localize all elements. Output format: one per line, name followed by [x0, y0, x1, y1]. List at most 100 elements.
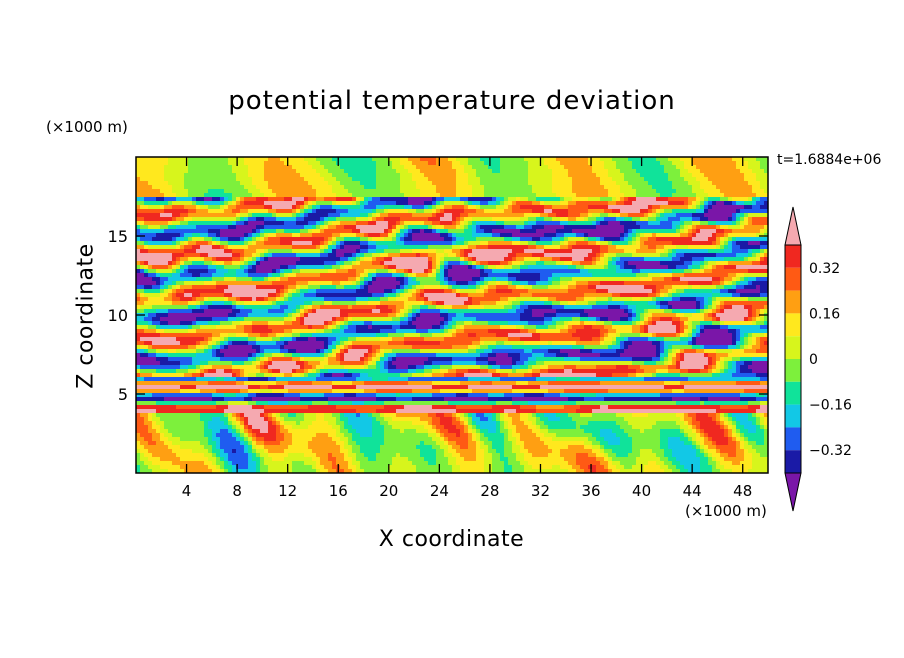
field-cell — [196, 221, 201, 226]
field-cell — [420, 221, 425, 226]
field-cell — [616, 221, 621, 226]
field-cell — [492, 241, 497, 246]
field-cell — [612, 229, 617, 234]
field-cell — [412, 169, 417, 174]
field-cell — [696, 257, 701, 262]
field-cell — [144, 221, 149, 226]
field-cell — [160, 245, 165, 250]
field-cell — [616, 185, 621, 190]
field-cell — [200, 185, 205, 190]
field-cell — [264, 169, 269, 174]
field-cell — [328, 185, 333, 190]
field-cell — [324, 209, 329, 214]
field-cell — [476, 281, 481, 286]
field-cell — [328, 265, 333, 270]
field-cell — [344, 269, 349, 274]
field-cell — [428, 241, 433, 246]
field-cell — [184, 253, 189, 258]
field-cell — [612, 213, 617, 218]
field-cell — [156, 273, 161, 278]
field-cell — [556, 213, 561, 218]
field-cell — [424, 225, 429, 230]
field-cell — [712, 193, 717, 198]
field-cell — [208, 265, 213, 270]
field-cell — [652, 193, 657, 198]
field-cell — [604, 213, 609, 218]
field-cell — [760, 261, 765, 266]
field-cell — [492, 257, 497, 262]
field-cell — [188, 269, 193, 274]
field-cell — [512, 225, 517, 230]
field-cell — [428, 261, 433, 266]
field-cell — [404, 261, 409, 266]
field-cell — [600, 205, 605, 210]
field-cell — [756, 229, 761, 234]
field-cell — [320, 257, 325, 262]
field-cell — [404, 233, 409, 238]
field-cell — [588, 161, 593, 166]
field-cell — [308, 277, 313, 282]
field-cell — [148, 177, 153, 182]
field-cell — [664, 209, 669, 214]
field-cell — [752, 261, 757, 266]
field-cell — [252, 205, 257, 210]
field-cell — [572, 205, 577, 210]
field-cell — [580, 165, 585, 170]
field-cell — [596, 161, 601, 166]
field-cell — [184, 181, 189, 186]
field-cell — [600, 161, 605, 166]
field-cell — [512, 265, 517, 270]
field-cell — [436, 181, 441, 186]
field-cell — [532, 261, 537, 266]
field-cell — [628, 261, 633, 266]
field-cell — [292, 261, 297, 266]
field-cell — [572, 161, 577, 166]
field-cell — [592, 173, 597, 178]
field-cell — [448, 265, 453, 270]
field-cell — [192, 261, 197, 266]
field-cell — [412, 261, 417, 266]
field-cell — [516, 197, 521, 202]
field-cell — [384, 241, 389, 246]
field-cell — [504, 201, 509, 206]
field-cell — [560, 241, 565, 246]
field-cell — [668, 173, 673, 178]
field-cell — [224, 281, 229, 286]
field-cell — [480, 205, 485, 210]
field-cell — [608, 229, 613, 234]
field-cell — [172, 157, 177, 162]
field-cell — [276, 229, 281, 234]
field-cell — [552, 189, 557, 194]
field-cell — [700, 249, 705, 254]
field-cell — [332, 269, 337, 274]
field-cell — [432, 249, 437, 254]
field-cell — [544, 277, 549, 282]
field-cell — [188, 225, 193, 230]
field-cell — [144, 273, 149, 278]
field-cell — [640, 273, 645, 278]
field-cell — [204, 253, 209, 258]
field-cell — [304, 237, 309, 242]
field-cell — [408, 221, 413, 226]
field-cell — [596, 237, 601, 242]
field-cell — [216, 237, 221, 242]
field-cell — [596, 241, 601, 246]
field-cell — [244, 189, 249, 194]
field-cell — [264, 201, 269, 206]
field-cell — [516, 161, 521, 166]
field-cell — [748, 169, 753, 174]
field-cell — [420, 237, 425, 242]
field-cell — [344, 173, 349, 178]
field-cell — [460, 245, 465, 250]
field-cell — [596, 193, 601, 198]
field-cell — [492, 173, 497, 178]
field-cell — [468, 261, 473, 266]
field-cell — [520, 177, 525, 182]
field-cell — [292, 213, 297, 218]
field-cell — [672, 253, 677, 258]
field-cell — [532, 221, 537, 226]
field-cell — [604, 245, 609, 250]
field-cell — [720, 217, 725, 222]
field-cell — [232, 281, 237, 286]
field-cell — [624, 241, 629, 246]
